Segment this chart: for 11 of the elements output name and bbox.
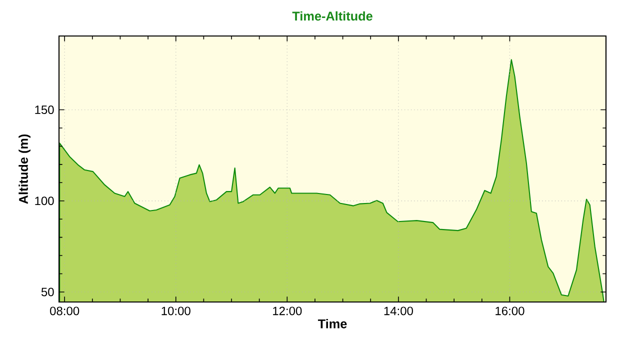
y-tick-label: 100 <box>35 196 54 206</box>
x-tick-label: 10:00 <box>162 306 190 316</box>
x-axis-title: Time <box>318 319 347 328</box>
chart-title: Time-Altitude <box>292 11 372 21</box>
y-tick-label: 150 <box>35 106 54 114</box>
y-axis-title: Altitude (m) <box>18 134 30 204</box>
x-tick-label: 14:00 <box>384 306 413 316</box>
x-tick-label: 08:00 <box>50 306 80 316</box>
y-tick-label: 50 <box>41 288 54 296</box>
x-tick-label: 16:00 <box>496 306 524 316</box>
x-tick-label: 12:00 <box>273 306 302 316</box>
